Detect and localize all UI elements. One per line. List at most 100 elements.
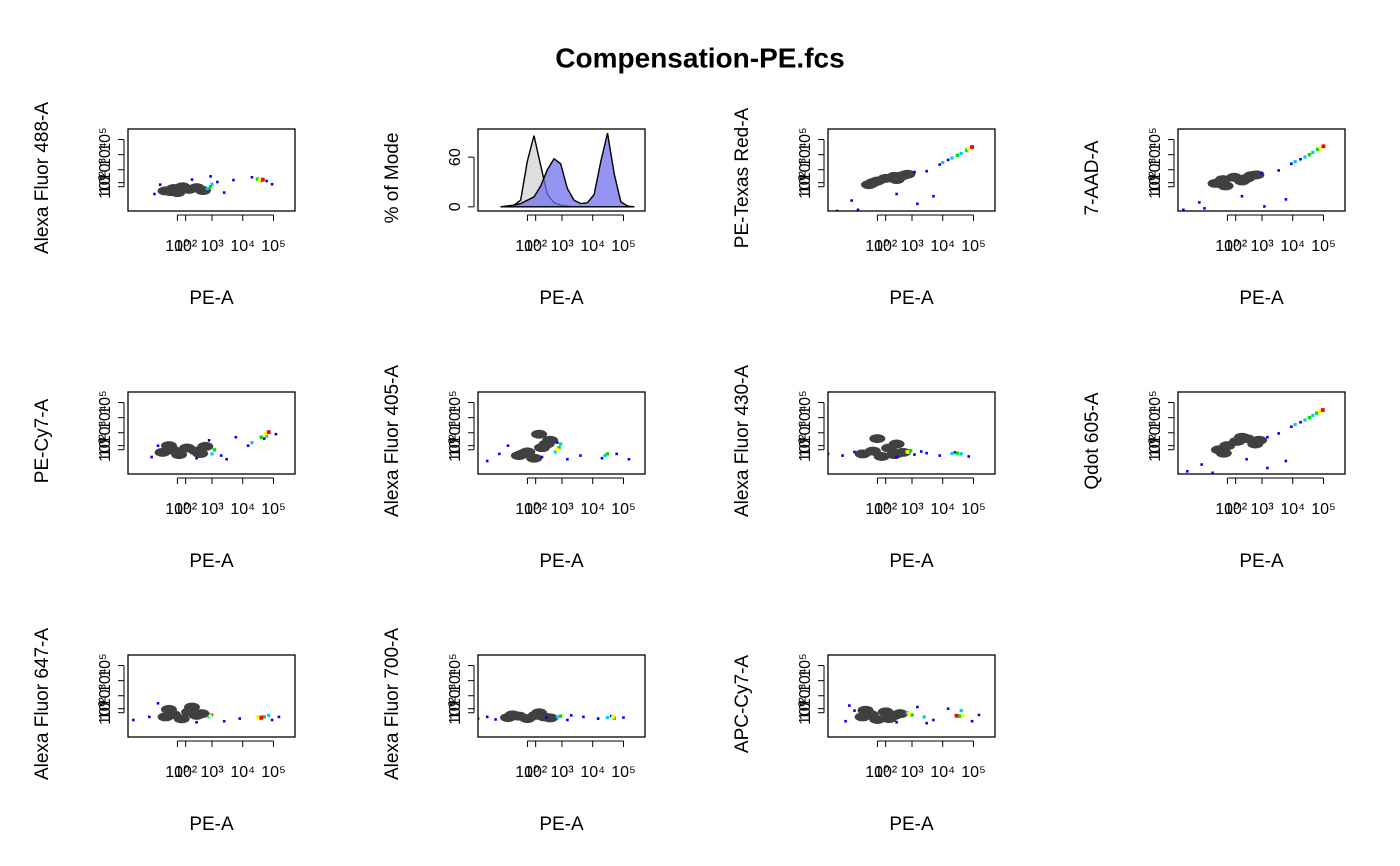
x-tick-label: 10³: [900, 238, 924, 255]
point: [961, 713, 965, 718]
x-tick-label: 10²: [174, 501, 198, 518]
y-tick-label: 10⁵: [1147, 127, 1164, 151]
y-tick-label: 10³: [447, 684, 464, 708]
x-tick-label: 10²: [174, 238, 198, 255]
plot-frame: [127, 654, 296, 738]
y-tick-label: 10⁰: [797, 701, 814, 725]
point: [1245, 457, 1248, 461]
point: [209, 175, 212, 178]
plot-area: [150, 430, 278, 461]
point-cluster: [1215, 448, 1232, 458]
point: [540, 455, 544, 459]
x-tick-label: 10²: [174, 764, 198, 781]
point: [1307, 152, 1312, 157]
y-tick-label: 10⁴: [97, 668, 114, 693]
point: [246, 444, 250, 447]
point: [1260, 171, 1264, 175]
point: [259, 435, 263, 439]
point: [1307, 415, 1312, 420]
point: [232, 178, 235, 182]
y-tick-label: 10²: [1147, 433, 1164, 457]
x-tick-label: 10⁴: [230, 764, 255, 781]
point: [153, 192, 156, 196]
point: [844, 719, 847, 723]
y-tick-label: 10³: [797, 158, 814, 182]
x-tick-label: 10⁴: [930, 501, 955, 518]
x-tick-label: 10²: [524, 501, 548, 518]
y-tick-label: 10⁴: [447, 668, 464, 693]
y-axis-label: 7-AAD-A: [1082, 140, 1103, 215]
y-axis-label: PE-Texas Red-A: [732, 107, 753, 248]
x-tick-label: 10⁴: [230, 501, 255, 518]
point: [1290, 425, 1293, 429]
point: [916, 705, 919, 709]
plot-frame: [477, 391, 646, 475]
x-tick-label: 10⁴: [1280, 501, 1305, 518]
y-tick-label: 10³: [1147, 158, 1164, 182]
x-axis-label: PE-A: [889, 288, 934, 309]
point: [1303, 418, 1307, 422]
x-tick-label: 10⁰: [865, 501, 889, 518]
point: [856, 208, 860, 211]
point: [946, 158, 950, 162]
y-tick-label: 10⁰: [797, 438, 814, 462]
point: [559, 442, 563, 446]
point: [156, 444, 160, 447]
point: [964, 148, 969, 152]
y-tick-label: 10³: [797, 421, 814, 445]
x-tick-label: 10³: [200, 764, 224, 781]
point: [190, 178, 194, 181]
point: [579, 454, 582, 457]
plot-frame: [827, 391, 996, 475]
point: [938, 163, 942, 166]
plot-area: [1182, 144, 1326, 211]
point: [262, 715, 266, 719]
x-tick-label: 10⁵: [1311, 501, 1335, 518]
y-tick-label: 10²: [1147, 170, 1164, 194]
point: [1311, 150, 1315, 155]
y-tick-label: 10³: [97, 421, 114, 445]
y-tick-label: 10⁴: [97, 405, 114, 430]
x-tick-label: 10⁵: [961, 764, 985, 781]
y-tick-label: 10⁵: [97, 127, 114, 151]
y-tick-label: 10⁰: [1147, 438, 1164, 462]
point-cluster: [173, 714, 190, 724]
point: [210, 452, 214, 456]
point: [558, 714, 563, 718]
point: [498, 452, 501, 456]
point: [265, 179, 268, 183]
y-tick-label: 10⁴: [1147, 142, 1164, 167]
x-tick-label: 10⁰: [515, 238, 539, 255]
y-tick-label: 60: [447, 148, 464, 166]
x-tick-label: 10⁴: [580, 764, 605, 781]
point-cluster: [531, 708, 548, 718]
point: [925, 169, 928, 173]
point: [596, 717, 600, 720]
point: [1277, 169, 1280, 172]
y-tick-label: 10⁰: [97, 701, 114, 725]
plot-area: [485, 429, 631, 463]
x-tick-label: 10⁴: [580, 501, 605, 518]
point-cluster: [193, 709, 210, 719]
point: [566, 718, 569, 722]
x-tick-label: 10³: [200, 238, 224, 255]
x-tick-label: 10²: [874, 238, 898, 255]
y-tick-label: 10⁴: [447, 405, 464, 430]
x-tick-label: 10⁵: [261, 238, 285, 255]
point: [555, 447, 560, 452]
point: [555, 715, 559, 719]
point: [212, 448, 217, 452]
point: [1293, 422, 1297, 427]
point: [916, 202, 919, 206]
point: [205, 186, 209, 191]
point: [908, 448, 913, 453]
point: [895, 720, 898, 724]
x-axis-label: PE-A: [189, 814, 234, 835]
y-tick-label: 10²: [797, 696, 814, 720]
point: [255, 177, 260, 181]
point: [216, 180, 219, 184]
point: [156, 702, 160, 705]
y-tick-label: 10⁴: [797, 668, 814, 693]
